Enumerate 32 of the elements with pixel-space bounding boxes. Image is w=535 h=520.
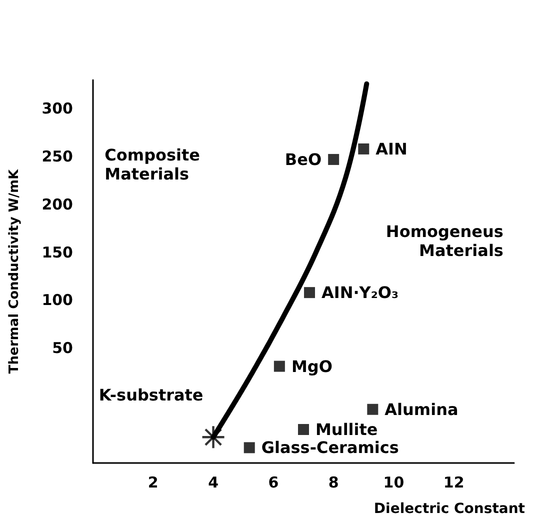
point: [304, 287, 316, 298]
x-tick-label: 10: [383, 474, 404, 492]
x-tick-label: 4: [208, 474, 219, 492]
y-tick-label: 50: [52, 339, 73, 358]
x-tick-label: 8: [328, 474, 339, 492]
annotation: AIN: [376, 139, 408, 158]
point: [202, 426, 224, 448]
y-tick-label: 300: [42, 100, 73, 118]
y-axis-title: Thermal Conductivity W/mK: [7, 168, 22, 374]
y-tick-label: 200: [42, 195, 73, 214]
y-tick-label: 150: [42, 243, 73, 262]
x-tick-label: 12: [443, 474, 464, 492]
annotation: Glass-Ceramics: [261, 438, 399, 458]
annotation: Alumina: [384, 400, 458, 419]
y-tick-label: 100: [42, 291, 73, 310]
annotation: Homogeneus Materials: [386, 222, 504, 260]
x-axis-title: Dielectric Constant: [374, 501, 526, 517]
annotation: AIN·Y₂O₃: [322, 283, 399, 302]
annotation: Mullite: [316, 420, 378, 439]
annotation: K-substrate: [98, 386, 204, 405]
annotation: Composite Materials: [104, 145, 206, 184]
point: [328, 154, 340, 165]
y-tick-label: 250: [42, 148, 73, 166]
point: [298, 424, 309, 435]
x-tick-label: 2: [148, 474, 158, 492]
annotation: MgO: [291, 356, 332, 376]
x-tick-label: 6: [268, 474, 279, 492]
annotation: BeO: [284, 150, 322, 169]
point: [274, 360, 285, 372]
point: [244, 442, 255, 454]
point: [367, 404, 378, 415]
point: [358, 143, 370, 154]
